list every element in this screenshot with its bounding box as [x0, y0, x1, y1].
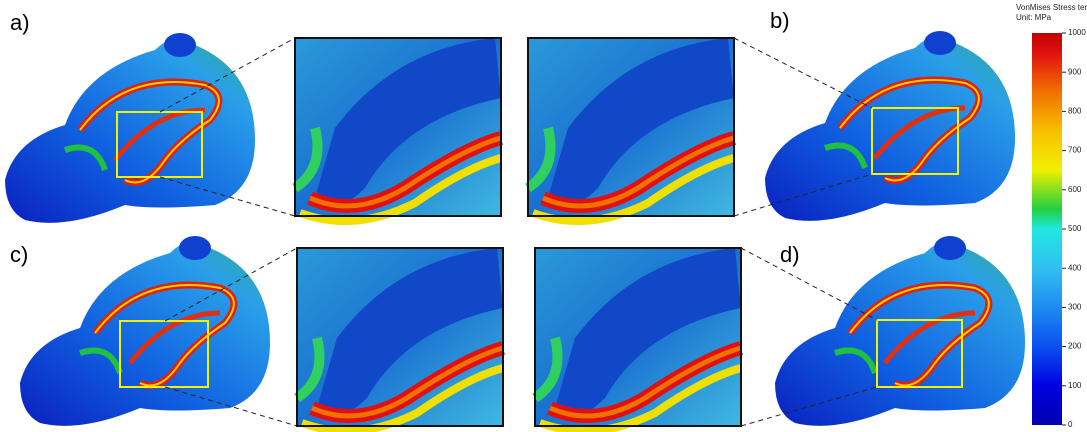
panel-label: b) — [770, 8, 790, 33]
tick-label: 300 — [1068, 303, 1082, 312]
colorbar-unit: Unit: MPa — [1016, 13, 1052, 22]
model-b — [765, 31, 1015, 221]
colorbar — [1032, 33, 1062, 425]
tick-label: 0 — [1068, 420, 1073, 429]
model-a — [5, 33, 255, 223]
zoom-c — [297, 248, 503, 431]
model-c — [20, 236, 270, 426]
panel-label: d) — [780, 242, 800, 267]
tick-label: 700 — [1068, 146, 1082, 155]
panel-label: c) — [10, 242, 28, 267]
connector-lines — [160, 38, 877, 426]
tick-label: 200 — [1068, 342, 1082, 351]
tick-label: 400 — [1068, 263, 1082, 272]
tick-label: 500 — [1068, 224, 1082, 233]
tick-label: 600 — [1068, 185, 1082, 194]
zoom-d — [535, 248, 741, 431]
tick-label: 100 — [1068, 381, 1082, 390]
colorbar-title: VonMises Stress tensor — [1016, 3, 1087, 12]
zoom-a — [295, 38, 501, 221]
tick-label: 800 — [1068, 107, 1082, 116]
figure: a) b) c) d) VonMises Stress tensor Unit:… — [0, 0, 1087, 432]
tick-label: 1000 — [1068, 28, 1086, 37]
panel-label: a) — [10, 10, 30, 35]
zoom-b — [528, 38, 734, 221]
model-d — [775, 236, 1025, 426]
tick-label: 900 — [1068, 67, 1082, 76]
